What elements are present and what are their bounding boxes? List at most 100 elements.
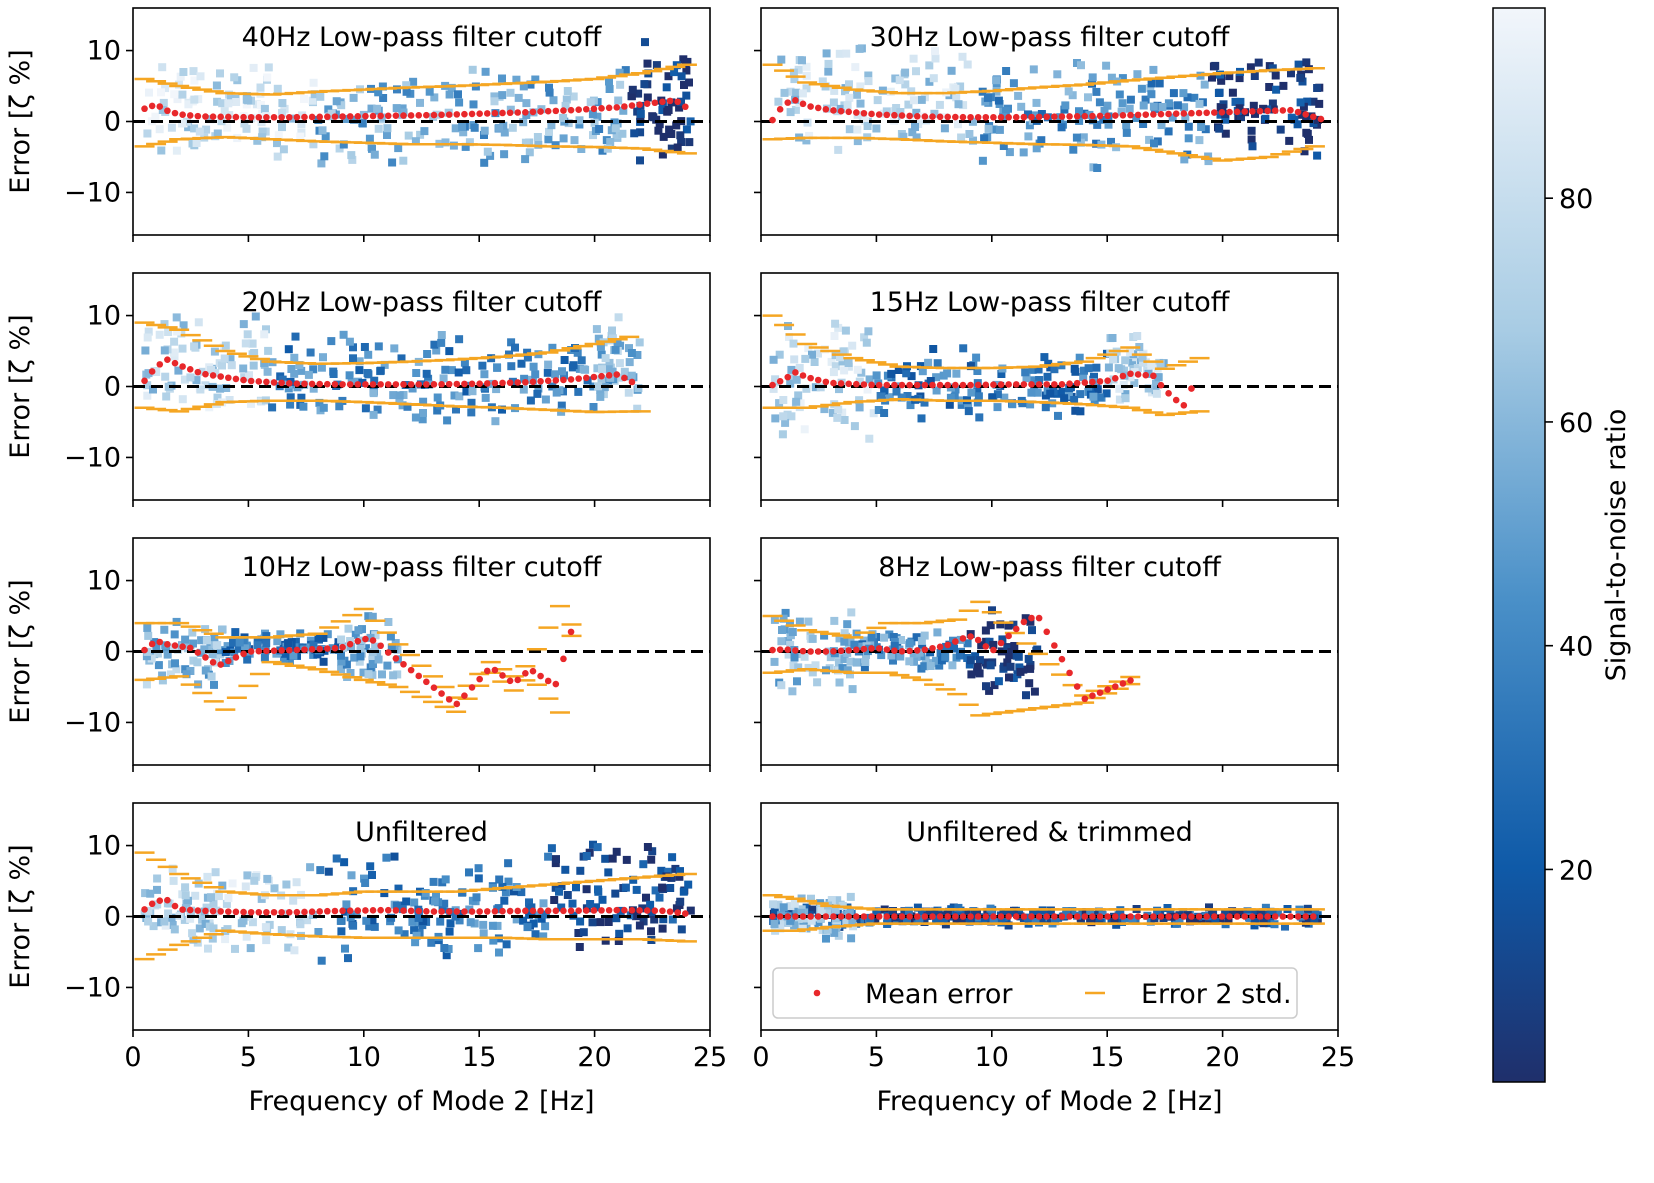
snr-point (971, 652, 980, 661)
mean-point (590, 373, 598, 381)
snr-point (309, 140, 318, 149)
snr-point (1281, 922, 1289, 931)
snr-point (480, 370, 489, 379)
snr-point (847, 934, 856, 943)
panel-title: 20Hz Low-pass filter cutoff (242, 287, 603, 318)
snr-point (830, 332, 839, 340)
snr-point (274, 131, 283, 140)
snr-point (213, 393, 222, 402)
mean-point (552, 907, 560, 915)
mean-point (171, 642, 179, 649)
snr-point (935, 100, 944, 109)
snr-point (433, 406, 442, 415)
mean-point (400, 112, 407, 119)
snr-point (611, 889, 620, 898)
snr-point (468, 387, 477, 396)
mean-point (1020, 381, 1028, 388)
mean-point (278, 379, 285, 387)
mean-point (240, 908, 247, 916)
snr-point (643, 59, 652, 68)
snr-point (568, 899, 577, 908)
mean-point (476, 110, 483, 117)
mean-point (1058, 655, 1066, 663)
snr-point (552, 855, 560, 864)
y-tick-label: 0 (104, 107, 121, 138)
snr-point (285, 658, 294, 667)
snr-point (502, 940, 511, 949)
mean-point (156, 638, 164, 646)
snr-point (190, 342, 199, 351)
mean-point (906, 913, 913, 920)
snr-point (384, 618, 393, 626)
snr-point (1089, 392, 1098, 401)
snr-point (954, 100, 963, 109)
snr-point (947, 66, 956, 75)
mean-point (875, 381, 883, 389)
snr-point (141, 346, 150, 355)
colorbar-gradient (1492, 7, 1546, 1083)
snr-point (1141, 95, 1150, 104)
snr-point (917, 910, 926, 918)
snr-point (350, 653, 359, 662)
mean-point (830, 107, 837, 114)
snr-point (507, 362, 516, 371)
snr-point (345, 337, 354, 346)
snr-point (364, 612, 373, 621)
snr-point (994, 96, 1003, 105)
snr-point (309, 78, 318, 87)
y-tick-label: 0 (104, 372, 121, 403)
mean-point (384, 112, 392, 120)
mean-point (1150, 111, 1157, 118)
snr-point (141, 889, 150, 898)
snr-point (1173, 101, 1182, 110)
snr-point (905, 639, 914, 648)
snr-point (775, 350, 784, 359)
snr-scatter (142, 612, 402, 689)
snr-point (284, 639, 293, 648)
snr-point (899, 132, 908, 141)
snr-point (1095, 98, 1104, 107)
mean-point (209, 113, 217, 121)
snr-point (667, 144, 676, 153)
snr-point (196, 910, 205, 918)
snr-point (295, 361, 304, 369)
snr-point (967, 388, 976, 397)
snr-point (589, 403, 598, 411)
snr-point (654, 126, 663, 135)
mean-point (952, 638, 959, 645)
snr-point (1254, 58, 1263, 67)
snr-point (1075, 353, 1084, 362)
mean-point (423, 908, 430, 915)
snr-point (474, 944, 483, 953)
snr-point (178, 90, 187, 99)
snr-point (1190, 915, 1199, 924)
snr-point (853, 137, 862, 146)
snr-point (197, 636, 206, 645)
snr-point (193, 658, 202, 667)
snr-point (169, 876, 178, 885)
mean-point (194, 649, 202, 656)
mean-point (1066, 913, 1073, 920)
snr-point (621, 883, 630, 892)
snr-point (1046, 363, 1055, 372)
snr-point (470, 123, 479, 132)
snr-point (614, 96, 623, 105)
legend-box (772, 967, 1298, 1019)
mean-point (1218, 913, 1226, 920)
mean-point (997, 913, 1005, 920)
mean-point (1081, 695, 1089, 703)
mean-point (293, 113, 301, 121)
mean-point (830, 379, 837, 387)
snr-point (1065, 384, 1074, 393)
mean-point (921, 113, 929, 120)
mean-point (1012, 913, 1020, 920)
snr-point (1026, 400, 1035, 409)
mean-point (1012, 381, 1020, 388)
mean-point (407, 381, 415, 388)
mean-point (1073, 379, 1081, 387)
snr-point (355, 357, 364, 366)
mean-point (293, 380, 301, 387)
snr-point (830, 928, 839, 937)
